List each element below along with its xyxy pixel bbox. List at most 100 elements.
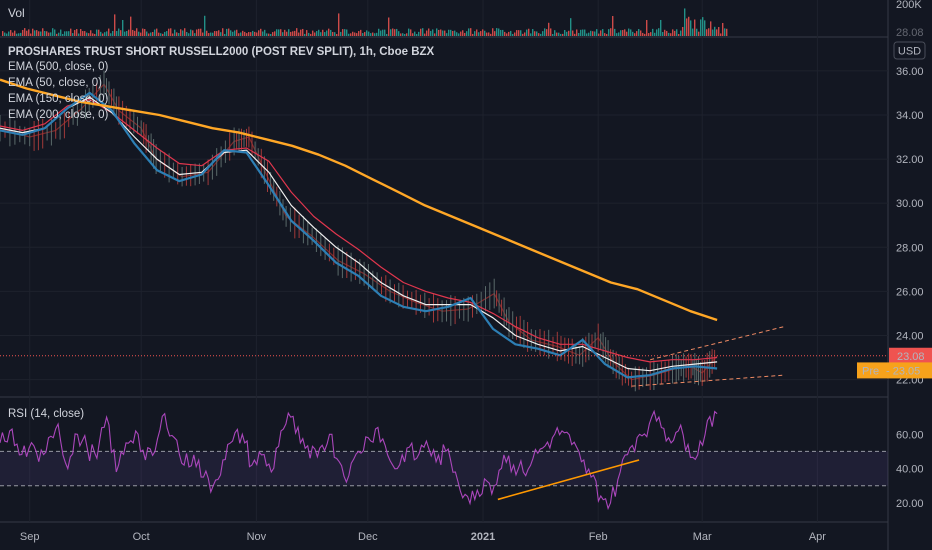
price-axis-tick: 32.00 xyxy=(896,154,924,166)
volume-bar xyxy=(618,32,620,36)
legend-ema200[interactable]: EMA (200, close, 0) xyxy=(8,109,109,121)
volume-bar xyxy=(266,33,268,36)
volume-bar xyxy=(236,29,238,36)
volume-bar xyxy=(74,30,76,36)
volume-bar xyxy=(164,31,166,36)
volume-bar xyxy=(82,31,84,36)
volume-bar xyxy=(222,28,224,36)
volume-bar xyxy=(170,28,172,36)
volume-bar xyxy=(608,29,610,36)
volume-bar xyxy=(718,27,720,36)
rsi-line xyxy=(0,409,718,511)
volume-bar xyxy=(356,33,358,36)
volume-bar xyxy=(702,17,704,36)
volume-bar xyxy=(440,29,442,36)
volume-bar xyxy=(28,29,30,36)
volume-bar xyxy=(54,29,56,36)
legend-ema150[interactable]: EMA (150, close, 0) xyxy=(8,93,109,105)
volume-bar xyxy=(230,30,232,36)
currency-button-frame[interactable] xyxy=(893,41,926,60)
volume-bar xyxy=(284,29,286,36)
volume-bar xyxy=(182,30,184,36)
volume-bar xyxy=(554,30,556,36)
volume-bar xyxy=(558,32,560,36)
volume-bar xyxy=(208,33,210,36)
volume-axis-tick: 200K xyxy=(896,0,922,11)
ema150-line xyxy=(0,98,718,363)
volume-bar xyxy=(478,32,480,36)
volume-bar xyxy=(226,28,228,36)
currency-button[interactable]: USD xyxy=(893,41,926,60)
volume-bar xyxy=(684,8,686,36)
price-trendline xyxy=(631,374,785,387)
volume-bar xyxy=(652,28,654,36)
volume-bar xyxy=(632,31,634,36)
volume-bar xyxy=(512,33,514,36)
volume-bar xyxy=(6,33,8,36)
time-axis-tick: 2021 xyxy=(471,531,495,543)
volume-bar xyxy=(660,19,662,36)
ema500-line xyxy=(0,78,718,322)
volume-bar xyxy=(518,30,520,36)
volume-bar xyxy=(634,33,636,36)
volume-bar xyxy=(40,31,42,36)
volume-bar xyxy=(88,33,90,36)
volume-bar xyxy=(332,31,334,36)
volume-bar xyxy=(510,30,512,36)
volume-bar xyxy=(500,29,502,36)
volume-bar xyxy=(290,31,292,36)
volume-bar xyxy=(8,31,10,36)
volume-bar xyxy=(574,33,576,36)
volume-bar xyxy=(572,30,574,36)
volume-bar xyxy=(568,30,570,36)
volume-bar xyxy=(606,33,608,36)
volume-bar xyxy=(636,31,638,36)
volume-bar xyxy=(362,33,364,36)
volume-bar xyxy=(186,31,188,36)
pre-price-tag xyxy=(857,362,932,379)
volume-bar xyxy=(278,29,280,36)
volume-bar xyxy=(206,30,208,36)
volume-bar xyxy=(428,28,430,36)
volume-bar xyxy=(298,32,300,36)
legend-ema50[interactable]: EMA (50, close, 0) xyxy=(8,77,102,89)
rsi-axis-tick: 20.00 xyxy=(896,498,924,510)
volume-bar xyxy=(556,32,558,36)
volume-bar xyxy=(486,32,488,36)
rsi-label[interactable]: RSI (14, close) xyxy=(8,408,84,420)
volume-bar xyxy=(300,29,302,36)
volume-bar xyxy=(448,29,450,36)
chart-title: PROSHARES TRUST SHORT RUSSELL2000 (POST … xyxy=(8,46,435,58)
volume-bar xyxy=(654,32,656,36)
volume-bar xyxy=(36,30,38,36)
volume-bar xyxy=(144,29,146,36)
volume-bar xyxy=(154,29,156,36)
volume-bar xyxy=(592,31,594,36)
currency-button-label[interactable]: USD xyxy=(898,46,921,58)
volume-bar xyxy=(422,28,424,36)
volume-bar xyxy=(380,30,382,36)
volume-bar xyxy=(542,31,544,36)
volume-bar xyxy=(532,29,534,36)
volume-bar xyxy=(484,30,486,36)
volume-bar xyxy=(256,32,258,36)
volume-bar xyxy=(192,30,194,36)
volume-bar xyxy=(638,29,640,36)
volume-bar xyxy=(146,31,148,36)
volume-bar xyxy=(690,20,692,36)
volume-bar xyxy=(234,30,236,36)
volume-bar xyxy=(162,33,164,36)
volume-bar xyxy=(350,33,352,36)
rsi-axis-tick: 40.00 xyxy=(896,464,924,476)
legend-ema500[interactable]: EMA (500, close, 0) xyxy=(8,61,109,73)
volume-bar xyxy=(426,30,428,36)
volume-bar xyxy=(108,28,110,36)
volume-bar xyxy=(694,19,696,36)
volume-bar xyxy=(56,33,58,36)
volume-bar xyxy=(706,29,708,36)
volume-bar xyxy=(504,31,506,36)
volume-bar xyxy=(158,32,160,36)
volume-bar xyxy=(680,30,682,36)
volume-bar xyxy=(464,32,466,36)
